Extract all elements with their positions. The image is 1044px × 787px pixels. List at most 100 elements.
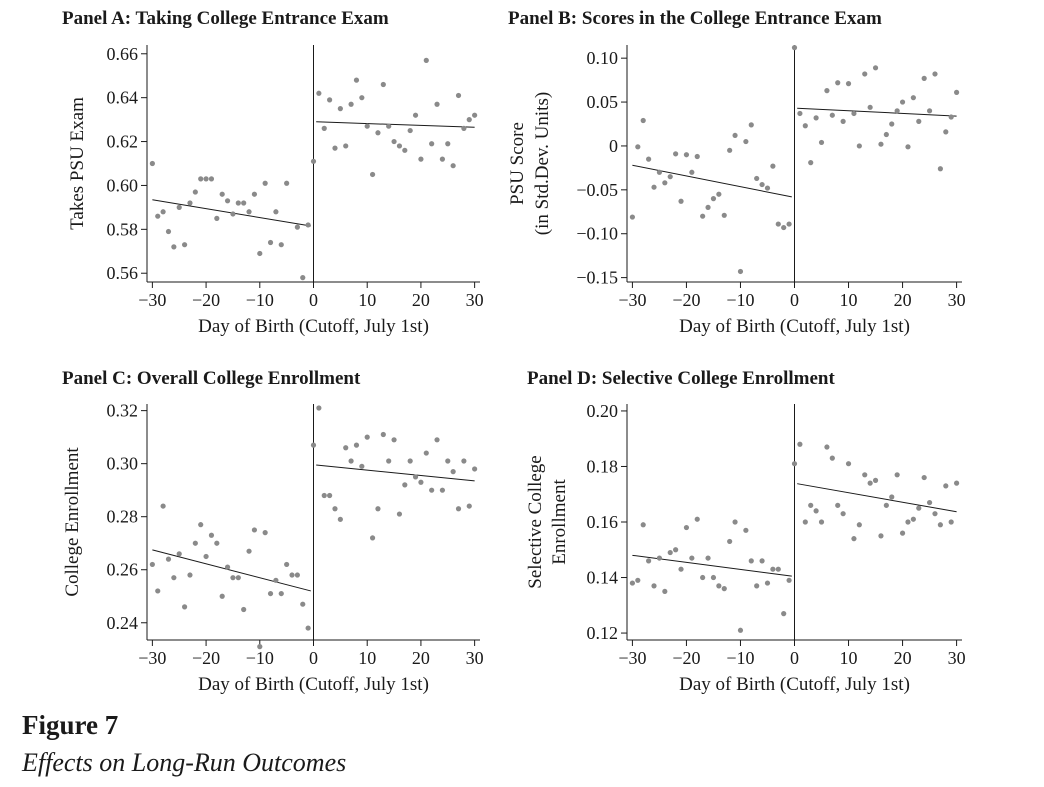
x-tick-label: 30 [948, 648, 966, 668]
data-point [835, 80, 841, 86]
data-point [461, 458, 467, 464]
data-point [321, 492, 327, 499]
data-point [743, 527, 749, 533]
data-point [337, 106, 343, 112]
y-tick-label: 0.64 [107, 88, 139, 108]
data-point [251, 527, 258, 533]
panel-c: Panel C: Overall College Enrollment 0.24 0… [62, 368, 484, 695]
data-point [727, 147, 733, 153]
x-tick-label: 0 [790, 648, 799, 668]
data-point [375, 506, 381, 512]
data-point [700, 213, 706, 219]
data-point [198, 522, 204, 528]
data-point [251, 191, 258, 197]
x-tick-label: −30 [138, 648, 166, 668]
data-point [267, 590, 274, 597]
y-axis-label: Enrollment [549, 479, 570, 565]
data-point [818, 139, 825, 146]
data-point [851, 536, 857, 542]
data-point [883, 131, 889, 138]
y-tick-label: 0.05 [587, 92, 619, 112]
x-tick-label: −20 [192, 648, 220, 668]
data-point [327, 492, 333, 499]
x-tick-label: 10 [358, 648, 376, 668]
data-point [667, 174, 673, 180]
data-point [284, 180, 290, 186]
data-point [214, 540, 220, 546]
data-point [380, 81, 386, 88]
data-point [294, 572, 300, 578]
data-point [359, 463, 365, 469]
y-axis-label: Takes PSU Exam [67, 97, 88, 230]
data-point [824, 88, 830, 94]
fit-line-left [632, 554, 792, 577]
data-point [910, 95, 916, 101]
data-point [899, 530, 906, 536]
x-tick-label: 20 [412, 290, 430, 310]
data-point [273, 209, 279, 215]
y-axis-label: College Enrollment [62, 447, 83, 597]
data-point [455, 92, 462, 99]
data-point [883, 502, 889, 508]
data-point [219, 191, 225, 197]
data-point [267, 239, 274, 246]
data-point [235, 200, 241, 206]
y-axis-label: PSU Score [507, 122, 528, 205]
data-point [872, 477, 879, 483]
data-point [910, 516, 916, 522]
data-point [348, 458, 354, 464]
x-tick-label: 10 [358, 290, 376, 310]
panel-title: Panel B: Scores in the College Entrance … [508, 8, 882, 29]
data-point [176, 551, 182, 557]
data-point [932, 71, 938, 77]
data-point [423, 450, 429, 456]
data-point [710, 574, 717, 581]
y-tick-label: −0.05 [576, 180, 618, 200]
data-point [937, 166, 943, 172]
x-tick-label: 20 [412, 648, 430, 668]
data-point [851, 110, 857, 117]
panel-b: Panel B: Scores in the College Entrance … [507, 8, 966, 337]
data-point [953, 89, 960, 95]
y-tick-label: 0.58 [107, 219, 139, 239]
x-tick-label: 0 [309, 648, 318, 668]
data-point [391, 138, 397, 145]
y-tick-label: 0.30 [107, 454, 139, 474]
data-point [450, 163, 456, 169]
data-point [775, 566, 781, 572]
y-tick-label: 0.56 [107, 263, 139, 283]
x-tick-label: 10 [840, 648, 858, 668]
data-point [466, 117, 472, 123]
data-point [434, 437, 440, 443]
data-point [916, 505, 922, 511]
data-point [257, 644, 263, 650]
data-point [916, 118, 922, 124]
data-point [802, 123, 808, 129]
x-tick-label: −20 [672, 648, 700, 668]
x-tick-label: 30 [466, 290, 484, 310]
data-point [412, 474, 419, 480]
data-point [797, 441, 803, 447]
data-point [651, 184, 657, 190]
data-point [241, 606, 247, 613]
fit-line-right [797, 483, 957, 513]
data-point [246, 209, 252, 215]
data-point [327, 97, 333, 103]
x-axis-label: Day of Birth (Cutoff, July 1st) [679, 674, 910, 695]
data-point [241, 200, 247, 206]
x-tick-label: −10 [726, 648, 754, 668]
data-point [171, 244, 177, 250]
data-point [181, 242, 188, 248]
data-point [316, 405, 322, 411]
data-point [375, 130, 381, 136]
data-point [813, 508, 819, 514]
data-point [386, 458, 392, 464]
data-point [786, 221, 792, 227]
data-point [262, 180, 268, 186]
data-point [694, 516, 700, 522]
data-point [689, 169, 695, 175]
data-point [165, 228, 172, 235]
y-tick-label: 0.20 [587, 401, 619, 421]
data-point [646, 156, 652, 162]
x-tick-label: −30 [138, 290, 166, 310]
